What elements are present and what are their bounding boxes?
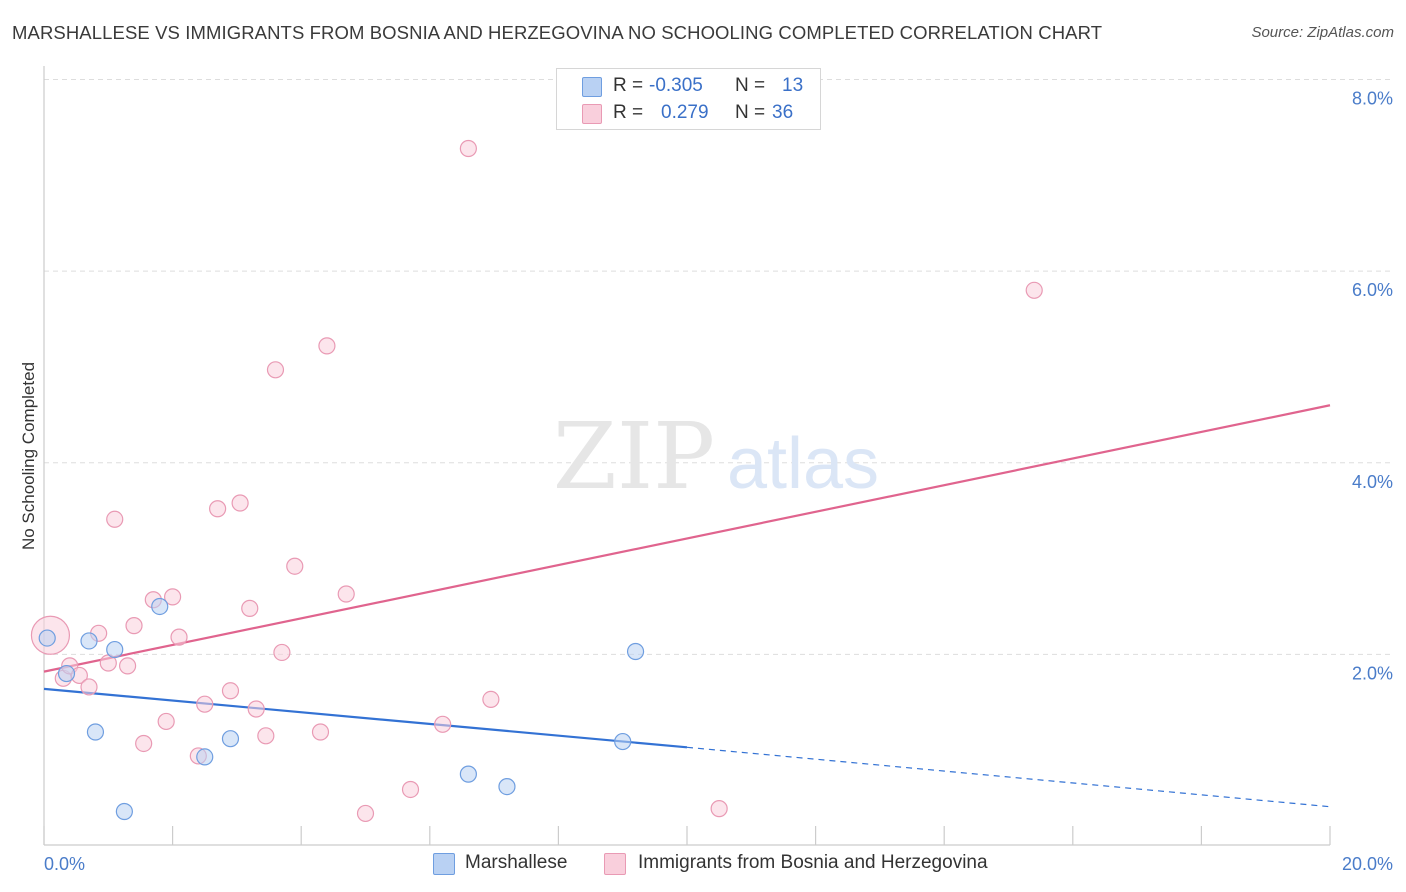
watermark-atlas: atlas xyxy=(727,424,879,504)
y-axis-label: No Schooling Completed xyxy=(19,362,38,550)
legend-n-label: N = xyxy=(735,102,766,123)
legend-r-label: R = xyxy=(613,102,644,123)
tick-labels-layer: 2.0% 4.0% 6.0% 8.0% 0.0% 20.0% xyxy=(44,89,1393,875)
marshallese-point xyxy=(459,765,477,783)
bosnia-point xyxy=(196,695,214,713)
marshallese-point xyxy=(80,632,98,650)
bosnia-point xyxy=(273,643,291,662)
legend-n-value: 36 xyxy=(772,102,794,123)
y-tick-label: 2.0% xyxy=(1352,663,1393,683)
marshallese-point xyxy=(196,748,214,766)
marshallese-point xyxy=(221,730,240,748)
grid-layer xyxy=(44,79,1392,655)
bottom-legend-swatch-bosnia xyxy=(604,853,626,875)
marshallese-point xyxy=(106,640,124,659)
chart-title: MARSHALLESE VS IMMIGRANTS FROM BOSNIA AN… xyxy=(12,22,1103,43)
marshallese-point xyxy=(38,629,56,647)
marshallese-point xyxy=(151,597,169,616)
bosnia-point xyxy=(337,585,355,603)
bosnia-point xyxy=(247,700,265,718)
bottom-legend-swatch-marshallese xyxy=(433,853,455,875)
bosnia-point xyxy=(241,599,259,617)
legend-n-value: 13 xyxy=(782,75,804,96)
bosnia-point xyxy=(164,588,182,606)
bosnia-point xyxy=(106,510,124,528)
bosnia-point xyxy=(356,804,375,823)
legend-r-label: R = xyxy=(613,75,644,96)
bosnia-point xyxy=(135,734,153,753)
x-tick-label: 20.0% xyxy=(1342,854,1393,874)
legend-r-value: 0.279 xyxy=(661,102,709,123)
bosnia-point xyxy=(118,657,137,675)
legend-swatch-bosnia xyxy=(582,104,602,124)
points-layer xyxy=(30,139,1043,823)
trendline-bosnia xyxy=(43,404,1331,673)
marshallese-point xyxy=(57,664,76,683)
bosnia-point xyxy=(434,715,452,733)
bosnia-point xyxy=(401,780,420,799)
bosnia-point xyxy=(1025,281,1043,299)
marshallese-point xyxy=(115,802,133,821)
x-tick-label: 0.0% xyxy=(44,854,85,874)
axes-layer xyxy=(43,66,1331,846)
bosnia-point xyxy=(286,557,304,575)
bosnia-point xyxy=(266,361,285,379)
marshallese-point xyxy=(626,642,645,661)
bosnia-point xyxy=(80,678,98,696)
bosnia-point xyxy=(125,617,143,635)
watermark-zip: ZIP xyxy=(553,403,715,510)
bosnia-point xyxy=(209,500,227,518)
y-tick-label: 4.0% xyxy=(1352,472,1393,492)
bosnia-point xyxy=(257,727,275,745)
bosnia-point xyxy=(318,337,336,355)
marshallese-point xyxy=(86,723,105,741)
bosnia-point xyxy=(231,494,249,512)
bosnia-point xyxy=(710,800,728,818)
bosnia-point xyxy=(170,628,188,646)
bottom-legend-label: Immigrants from Bosnia and Herzegovina xyxy=(638,852,988,873)
trendline-marshallese-extension xyxy=(686,746,1331,808)
legend-swatch-marshallese xyxy=(582,77,602,97)
trend-layer xyxy=(43,404,1331,808)
marshallese-point xyxy=(614,732,632,751)
source-label: Source: ZipAtlas.com xyxy=(1251,24,1394,41)
bottom-legend-label: Marshallese xyxy=(465,852,568,873)
bosnia-point xyxy=(311,723,330,741)
bosnia-point xyxy=(459,139,477,158)
legend-r-value: -0.305 xyxy=(649,75,703,96)
y-tick-label: 8.0% xyxy=(1352,89,1393,109)
y-tick-label: 6.0% xyxy=(1352,280,1393,300)
correlation-legend: R = -0.305 N = 13 R = 0.279 N = 36 xyxy=(556,68,821,130)
legend-n-label: N = xyxy=(735,75,766,96)
trendline-marshallese xyxy=(43,687,688,749)
bosnia-point xyxy=(157,712,175,731)
marshallese-point xyxy=(498,777,516,796)
bosnia-point xyxy=(482,690,500,709)
watermark: ZIP atlas xyxy=(553,403,879,510)
bosnia-point xyxy=(221,682,240,700)
